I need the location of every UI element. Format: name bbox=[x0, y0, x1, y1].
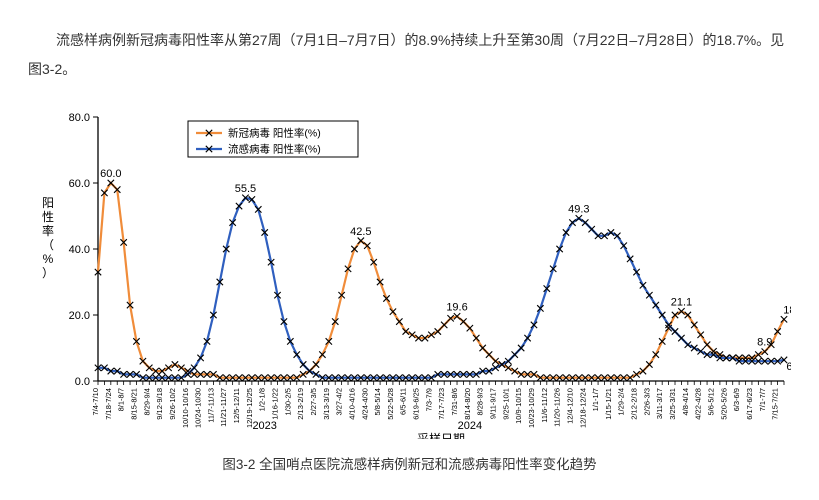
svg-text:12/18-12/24: 12/18-12/24 bbox=[578, 388, 587, 428]
svg-text:10/23-10/29: 10/23-10/29 bbox=[527, 388, 536, 428]
svg-text:3/13-3/19: 3/13-3/19 bbox=[322, 388, 331, 420]
chart-3-2: 0.0 20.0 40.0 60.0 80.0 阳性率（%） 7/4-7/10 7/18-7/… bbox=[28, 99, 791, 439]
svg-text:5/20-5/26: 5/20-5/26 bbox=[719, 388, 728, 420]
svg-text:4/8-4/14: 4/8-4/14 bbox=[681, 388, 690, 416]
svg-text:新冠病毒 阳性率(%): 新冠病毒 阳性率(%) bbox=[228, 126, 321, 139]
svg-text:12/4-12/10: 12/4-12/10 bbox=[565, 388, 574, 424]
svg-text:2/27-3/5: 2/27-3/5 bbox=[309, 388, 318, 416]
svg-text:9/26-10/2: 9/26-10/2 bbox=[168, 388, 177, 420]
svg-text:3/25-3/31: 3/25-3/31 bbox=[668, 388, 677, 420]
svg-text:55.5: 55.5 bbox=[235, 183, 256, 195]
svg-text:流感病毒 阳性率(%): 流感病毒 阳性率(%) bbox=[228, 142, 321, 155]
svg-text:8/1-8/7: 8/1-8/7 bbox=[117, 388, 126, 411]
svg-text:12/5-12/11: 12/5-12/11 bbox=[232, 388, 241, 423]
svg-text:7/17-7/23: 7/17-7/23 bbox=[437, 388, 446, 420]
svg-text:2/13-2/19: 2/13-2/19 bbox=[296, 388, 305, 420]
svg-text:3/27-4/2: 3/27-4/2 bbox=[335, 388, 344, 416]
svg-text:率: 率 bbox=[42, 223, 54, 238]
svg-text:7/4-7/10: 7/4-7/10 bbox=[91, 388, 100, 416]
svg-text:2024: 2024 bbox=[458, 420, 482, 432]
svg-text:性: 性 bbox=[42, 210, 54, 224]
svg-text:采样日期: 采样日期 bbox=[417, 431, 465, 439]
svg-text:2/26-3/3: 2/26-3/3 bbox=[642, 388, 651, 416]
svg-text:阳: 阳 bbox=[42, 196, 54, 210]
svg-text:3/11-3/17: 3/11-3/17 bbox=[655, 388, 664, 419]
svg-text:0.0: 0.0 bbox=[75, 376, 90, 388]
svg-text:21.1: 21.1 bbox=[671, 296, 692, 308]
svg-text:8.9: 8.9 bbox=[757, 336, 772, 348]
svg-text:4/22-4/28: 4/22-4/28 bbox=[694, 388, 703, 420]
svg-text:（: （ bbox=[42, 238, 54, 252]
svg-text:60.0: 60.0 bbox=[100, 168, 121, 180]
svg-text:11/6-11/12: 11/6-11/12 bbox=[540, 388, 549, 423]
svg-text:6/19-6/25: 6/19-6/25 bbox=[412, 388, 421, 420]
svg-text:2/12-2/18: 2/12-2/18 bbox=[630, 388, 639, 420]
svg-text:5/6-5/12: 5/6-5/12 bbox=[706, 388, 715, 416]
svg-text:10/10-10/16: 10/10-10/16 bbox=[181, 388, 190, 428]
svg-text:）: ） bbox=[42, 266, 54, 280]
svg-text:7/18-7/24: 7/18-7/24 bbox=[104, 388, 113, 420]
svg-text:18.7: 18.7 bbox=[783, 304, 791, 316]
svg-text:6.4: 6.4 bbox=[786, 361, 791, 373]
svg-text:6/5-6/11: 6/5-6/11 bbox=[399, 388, 408, 415]
svg-text:6/17-6/23: 6/17-6/23 bbox=[745, 388, 754, 420]
svg-text:8/29-9/4: 8/29-9/4 bbox=[142, 388, 151, 416]
svg-text:40.0: 40.0 bbox=[69, 244, 90, 256]
svg-text:1/2-1/8: 1/2-1/8 bbox=[258, 388, 267, 411]
svg-text:60.0: 60.0 bbox=[69, 178, 90, 190]
intro-paragraph: 流感样病例新冠病毒阳性率从第27周（7月1日–7月7日）的8.9%持续上升至第3… bbox=[28, 26, 791, 85]
svg-text:8/28-9/3: 8/28-9/3 bbox=[476, 388, 485, 416]
svg-text:80.0: 80.0 bbox=[69, 112, 90, 124]
svg-text:11/21-11/27: 11/21-11/27 bbox=[219, 388, 228, 427]
svg-text:20.0: 20.0 bbox=[69, 310, 90, 322]
svg-text:9/11-9/17: 9/11-9/17 bbox=[488, 388, 497, 419]
svg-text:19.6: 19.6 bbox=[446, 301, 467, 313]
svg-text:7/31-8/6: 7/31-8/6 bbox=[450, 388, 459, 416]
svg-text:4/10-4/16: 4/10-4/16 bbox=[347, 388, 356, 420]
svg-text:8/14-8/20: 8/14-8/20 bbox=[463, 388, 472, 420]
svg-text:10/24-10/30: 10/24-10/30 bbox=[194, 388, 203, 428]
svg-text:11/20-11/26: 11/20-11/26 bbox=[553, 388, 562, 427]
svg-text:%: % bbox=[43, 252, 54, 266]
svg-text:1/16-1/22: 1/16-1/22 bbox=[271, 388, 280, 420]
svg-text:7/15-7/21: 7/15-7/21 bbox=[771, 388, 780, 420]
svg-text:4/24-4/30: 4/24-4/30 bbox=[360, 388, 369, 420]
svg-text:9/12-9/18: 9/12-9/18 bbox=[155, 388, 164, 420]
svg-text:6/3-6/9: 6/3-6/9 bbox=[732, 388, 741, 411]
svg-text:1/15-1/21: 1/15-1/21 bbox=[604, 388, 613, 420]
line-chart-svg: 0.0 20.0 40.0 60.0 80.0 阳性率（%） 7/4-7/10 7/18-7/… bbox=[28, 99, 791, 439]
svg-text:1/30-2/5: 1/30-2/5 bbox=[283, 388, 292, 416]
figure-caption: 图3-2 全国哨点医院流感样病例新冠和流感病毒阳性率变化趋势 bbox=[28, 453, 791, 473]
svg-text:11/7-11/13: 11/7-11/13 bbox=[206, 388, 215, 423]
svg-text:42.5: 42.5 bbox=[350, 226, 371, 238]
svg-text:1/1-1/7: 1/1-1/7 bbox=[591, 388, 600, 411]
svg-text:49.3: 49.3 bbox=[568, 203, 589, 215]
svg-text:2023: 2023 bbox=[252, 420, 276, 432]
svg-text:1/29-2/4: 1/29-2/4 bbox=[617, 388, 626, 416]
svg-text:9/25-10/1: 9/25-10/1 bbox=[501, 388, 510, 420]
svg-text:5/22-5/28: 5/22-5/28 bbox=[386, 388, 395, 420]
svg-text:7/1-7/7: 7/1-7/7 bbox=[758, 388, 767, 411]
svg-text:8/15-8/21: 8/15-8/21 bbox=[129, 388, 138, 420]
svg-text:10/9-10/15: 10/9-10/15 bbox=[514, 388, 523, 424]
svg-text:7/3-7/9: 7/3-7/9 bbox=[424, 388, 433, 411]
svg-text:5/8-5/14: 5/8-5/14 bbox=[373, 388, 382, 416]
